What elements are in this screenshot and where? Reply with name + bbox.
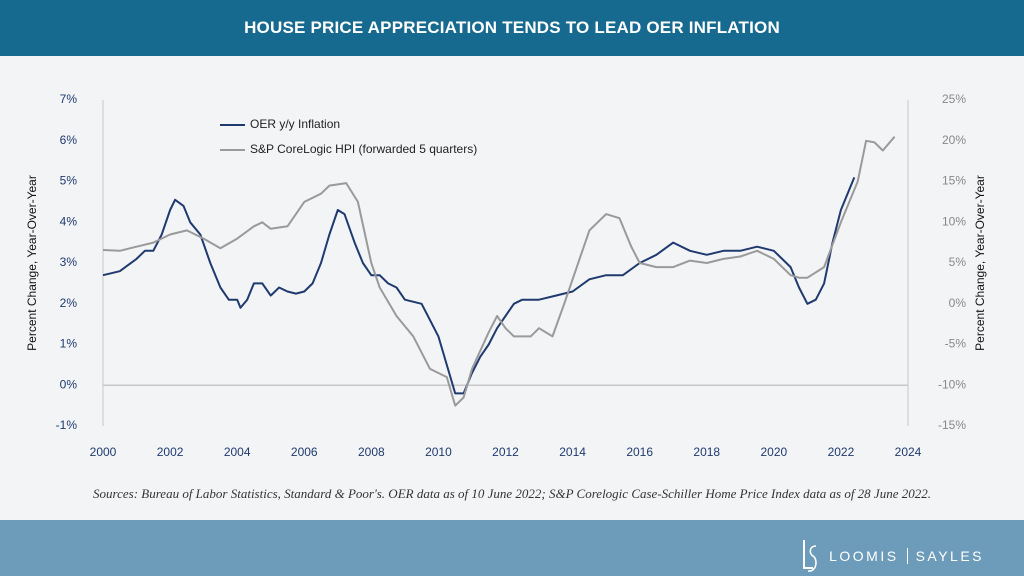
y-tick-label: 4% [60,214,78,228]
logo-text: LOOMIS [829,548,899,564]
logo: LOOMIS SAYLES [799,538,984,574]
y2-tick-label: 0% [949,296,967,310]
logo-divider [906,548,908,564]
chart: -1% 0% 1% 2% 3% 4% 5% 6% 7% -15% -10% -5% 0% 5% 10% 15%… [25,92,987,459]
y2-axis-title: Percent Change, Year-Over-Year [973,175,987,351]
x-tick-label: 2000 [90,445,117,459]
y-tick-label: 1% [60,337,78,351]
x-tick-label: 2020 [760,445,787,459]
chart-title: HOUSE PRICE APPRECIATION TENDS TO LEAD O… [244,18,780,37]
y-tick-label: -1% [56,418,78,432]
x-tick-label: 2022 [828,445,855,459]
x-tick-label: 2012 [492,445,519,459]
y-axis-title: Percent Change, Year-Over-Year [25,175,39,351]
y-tick-label: 5% [60,174,78,188]
y2-tick-label: 15% [942,174,966,188]
y2-tick-label: -15% [938,418,966,432]
y2-tick-label: 25% [942,92,966,106]
logo-mark [803,540,817,572]
y-tick-label: 7% [60,92,78,106]
series-line [102,136,896,407]
x-tick-label: 2002 [157,445,184,459]
y2-tick-label: -10% [938,377,966,391]
series-line [102,177,856,395]
legend-label: OER y/y Inflation [250,117,340,131]
x-tick-label: 2024 [895,445,922,459]
x-tick-label: 2016 [626,445,653,459]
y-tick-label: 3% [60,255,78,269]
header: HOUSE PRICE APPRECIATION TENDS TO LEAD O… [0,0,1024,56]
footer [0,520,1024,576]
x-tick-label: 2008 [358,445,385,459]
x-tick-label: 2004 [224,445,251,459]
x-tick-label: 2010 [425,445,452,459]
x-tick-label: 2014 [559,445,586,459]
y2-tick-label: 10% [942,214,966,228]
y-tick-label: 0% [60,377,78,391]
y2-tick-label: -5% [945,337,967,351]
x-tick-label: 2018 [693,445,720,459]
y-tick-label: 6% [60,133,78,147]
sources: Sources: Bureau of Labor Statistics, Sta… [93,486,931,501]
logo-text: SAYLES [915,548,984,564]
x-tick-label: 2006 [291,445,318,459]
y2-tick-label: 20% [942,133,966,147]
legend-label: S&P CoreLogic HPI (forwarded 5 quarters) [250,142,477,156]
y2-tick-label: 5% [949,255,967,269]
y-tick-label: 2% [60,296,78,310]
